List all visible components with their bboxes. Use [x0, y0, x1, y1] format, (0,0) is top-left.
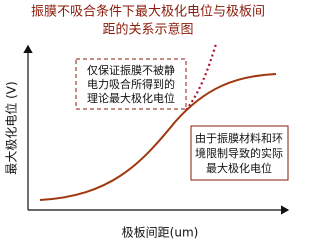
- y-axis-label: 最大极化电位 (V): [4, 81, 19, 174]
- actual-curve: [39, 73, 277, 201]
- theoretical-note-box: [75, 58, 187, 110]
- note-line: 理论最大极化电位: [87, 91, 175, 105]
- note-line: 仅保证振膜不被静: [87, 63, 175, 77]
- diagram: 振膜不吸合条件下最大极化电位与极板间 距的关系示意图 最大极化电位 (V) 极板…: [4, 4, 290, 240]
- title-line: 距的关系示意图: [102, 22, 193, 38]
- theoretical-curve: [185, 43, 218, 111]
- title-line: 振膜不吸合条件下最大极化电位与极板间: [31, 4, 265, 20]
- note-line: 境限制导致的实际: [195, 146, 283, 160]
- actual-note-box: [190, 125, 289, 181]
- x-axis-label: 极板间距(um): [122, 226, 199, 240]
- note-line: 最大极化电位: [206, 161, 272, 175]
- note-line: 电力吸合所得到的: [87, 77, 175, 91]
- note-line: 由于振膜材料和环: [195, 131, 283, 145]
